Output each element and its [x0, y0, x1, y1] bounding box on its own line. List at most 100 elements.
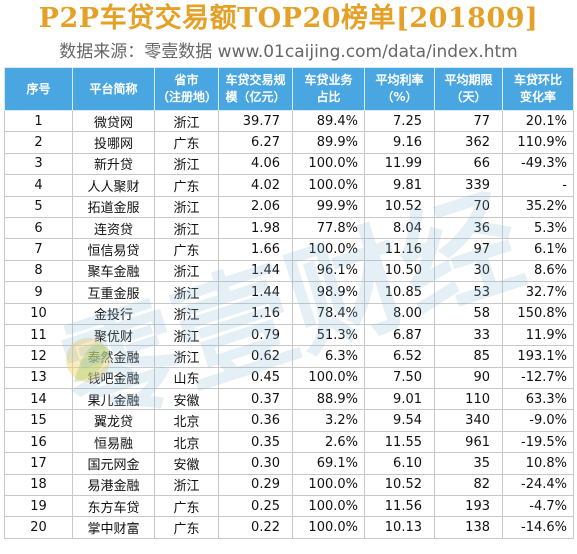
cell-change: -14.6%: [502, 516, 574, 539]
cell-rank: 1: [4, 109, 73, 133]
cell-province: 浙江: [154, 473, 219, 497]
cell-share: 100.0%: [292, 174, 365, 197]
cell-share: 3.2%: [292, 409, 365, 432]
cell-rank: 4: [4, 174, 73, 197]
cell-platform: 果儿金融: [72, 388, 155, 411]
cell-volume: 0.45: [218, 366, 293, 390]
cell-volume: 0.62: [218, 345, 293, 368]
cell-rank: 20: [4, 516, 73, 539]
header-label: 车贷交易规: [225, 73, 286, 87]
table-row: 10 金投行 浙江 1.16 78.4% 8.00 58 150.8%: [4, 302, 574, 325]
cell-share: 100.0%: [292, 238, 365, 261]
cell-platform: 人人聚财: [72, 174, 155, 197]
cell-rank: 10: [4, 302, 73, 325]
cell-term: 362: [434, 131, 503, 154]
table-row: 12 泰然金融 浙江 0.62 6.3% 6.52 85 193.1%: [4, 345, 574, 368]
cell-rank: 6: [4, 216, 73, 240]
cell-volume: 4.06: [218, 152, 293, 176]
table-row: 14 果儿金融 安徽 0.37 88.9% 9.01 110 63.3%: [4, 388, 574, 411]
header-col-term: 平均期限 （天）: [434, 67, 503, 111]
header-label: 平台简称: [89, 81, 138, 96]
cell-term: 70: [434, 195, 503, 218]
cell-rank: 8: [4, 259, 73, 283]
cell-volume: 1.44: [218, 259, 293, 283]
cell-volume: 0.35: [218, 430, 293, 454]
page-title: P2P车贷交易额TOP20榜单[201809]: [38, 3, 539, 34]
cell-province: 广东: [154, 131, 219, 154]
cell-province: 浙江: [154, 195, 219, 218]
cell-volume: 0.36: [218, 409, 293, 432]
cell-rate: 10.52: [364, 195, 435, 218]
cell-change: 5.3%: [502, 216, 574, 240]
cell-rank: 16: [4, 430, 73, 454]
table-row: 7 恒信易贷 广东 1.66 100.0% 11.16 97 6.1%: [4, 238, 574, 261]
table-row: 9 互重金服 浙江 1.44 98.9% 10.85 53 32.7%: [4, 281, 574, 304]
cell-term: 193: [434, 495, 503, 518]
cell-share: 100.0%: [292, 473, 365, 497]
cell-term: 53: [434, 281, 503, 304]
cell-term: 339: [434, 174, 503, 197]
cell-volume: 0.79: [218, 323, 293, 347]
header-col-rank: 序号: [4, 67, 73, 111]
cell-rank: 2: [4, 131, 73, 154]
cell-share: 2.6%: [292, 430, 365, 454]
cell-share: 89.9%: [292, 131, 365, 154]
cell-platform: 东方车贷: [72, 495, 155, 518]
cell-share: 99.9%: [292, 195, 365, 218]
cell-change: -: [502, 174, 574, 197]
cell-province: 浙江: [154, 216, 219, 240]
cell-change: 63.3%: [502, 388, 574, 411]
cell-term: 90: [434, 366, 503, 390]
cell-platform: 互重金服: [72, 281, 155, 304]
cell-platform: 泰然金融: [72, 345, 155, 368]
table-row: 15 翼龙贷 北京 0.36 3.2% 9.54 340 -9.0%: [4, 409, 574, 432]
cell-share: 77.8%: [292, 216, 365, 240]
cell-rank: 5: [4, 195, 73, 218]
table-row: 20 掌中财富 广东 0.22 100.0% 10.13 138 -14.6%: [4, 516, 574, 539]
cell-rate: 6.87: [364, 323, 435, 347]
cell-platform: 聚优财: [72, 323, 155, 347]
cell-volume: 1.66: [218, 238, 293, 261]
table-row: 5 拓道金服 浙江 2.06 99.9% 10.52 70 35.2%: [4, 195, 574, 218]
header-label: （%）: [381, 90, 418, 104]
cell-term: 110: [434, 388, 503, 411]
header-label: 省市: [174, 73, 199, 87]
header-col-platform: 平台简称: [72, 67, 155, 111]
table-row: 19 东方车贷 广东 0.25 100.0% 11.56 193 -4.7%: [4, 495, 574, 518]
cell-term: 30: [434, 259, 503, 283]
cell-rate: 11.16: [364, 238, 435, 261]
cell-province: 广东: [154, 495, 219, 518]
cell-rate: 11.56: [364, 495, 435, 518]
cell-change: 193.1%: [502, 345, 574, 368]
cell-rate: 9.16: [364, 131, 435, 154]
cell-share: 100.0%: [292, 152, 365, 176]
cell-rank: 9: [4, 281, 73, 304]
table-row: 3 新升贷 浙江 4.06 100.0% 11.99 66 -49.3%: [4, 152, 574, 176]
cell-rate: 9.81: [364, 174, 435, 197]
cell-share: 100.0%: [292, 366, 365, 390]
cell-platform: 聚车金融: [72, 259, 155, 283]
header-label: 序号: [26, 81, 51, 96]
table-row: 6 连资贷 浙江 1.98 77.8% 8.04 36 5.3%: [4, 216, 574, 240]
cell-platform: 国元网金: [72, 452, 155, 475]
cell-rate: 10.13: [364, 516, 435, 539]
cell-platform: 新升贷: [72, 152, 155, 176]
table-body: 1 微贷网 浙江 39.77 89.4% 7.25 77 20.1% 2 投哪网 广东 6.27 89.…: [4, 109, 574, 539]
cell-change: -4.7%: [502, 495, 574, 518]
cell-volume: 0.30: [218, 452, 293, 475]
header-col-change: 车贷环比 变化率: [502, 67, 574, 111]
table-row: 16 恒易融 北京 0.35 2.6% 11.55 961 -19.5%: [4, 430, 574, 454]
cell-change: 8.6%: [502, 259, 574, 283]
cell-platform: 金投行: [72, 302, 155, 325]
cell-change: 6.1%: [502, 238, 574, 261]
cell-term: 58: [434, 302, 503, 325]
header-label: （注册地）: [157, 90, 218, 104]
ranking-table: 序号 平台简称 省市 （注册地） 车贷交易规 模（亿元） 车贷业务 占比 平均利率 （%） 平均期限…: [4, 67, 574, 539]
cell-rate: 11.55: [364, 430, 435, 454]
header-label: 车贷业务: [304, 73, 353, 87]
cell-term: 82: [434, 473, 503, 497]
data-source-note: 数据来源：零壹数据 www.01caijing.com/data/index.h…: [59, 42, 518, 62]
table-row: 18 易港金融 浙江 0.29 100.0% 10.52 82 -24.4%: [4, 473, 574, 497]
cell-rate: 10.52: [364, 473, 435, 497]
cell-volume: 0.29: [218, 473, 293, 497]
